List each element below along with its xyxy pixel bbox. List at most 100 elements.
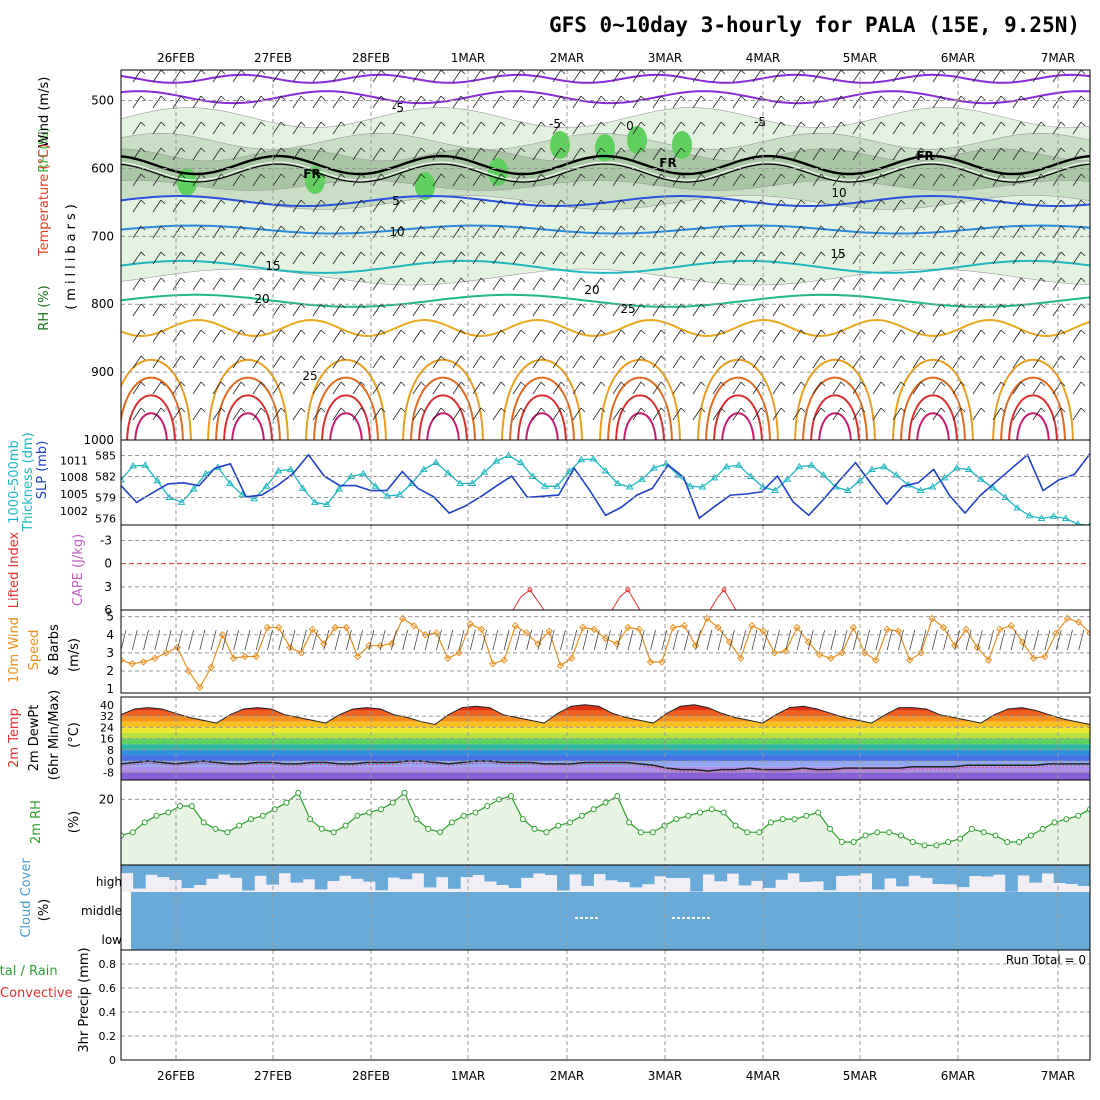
- wind-barb-flag: [1000, 147, 1006, 153]
- wind-barb: [832, 303, 842, 317]
- wind-barb: [652, 251, 662, 265]
- thickness-point: [468, 479, 477, 486]
- rh2m-point: [779, 816, 786, 823]
- wind-barb: [832, 121, 842, 135]
- wind-barb-flag: [620, 407, 626, 413]
- wind-barb: [312, 277, 322, 291]
- lifted-index-peak: [709, 589, 737, 610]
- wind-barb-flag: [1040, 251, 1046, 257]
- wind-barb: [1072, 407, 1082, 421]
- wind-barb-flag: [560, 277, 566, 283]
- thickness-point: [977, 475, 985, 482]
- wind-barb: [1032, 277, 1042, 291]
- wind-barb: [172, 381, 182, 395]
- wind-barb-flag: [1000, 121, 1006, 127]
- wind-barb: [312, 329, 322, 343]
- wind-barb: [132, 95, 142, 109]
- wind-barb: [592, 199, 602, 213]
- wind-barb-flag: [600, 121, 606, 127]
- wind-barb: [332, 407, 342, 421]
- wind-barb-flag: [800, 70, 806, 75]
- wind-barb: [512, 121, 522, 135]
- wind-barb-flag: [1060, 225, 1066, 231]
- wind-barb: [832, 407, 842, 421]
- wind-barb-flag: [480, 199, 486, 205]
- wind-barb: [1052, 381, 1062, 395]
- rh2m-point: [1051, 819, 1058, 826]
- wind-barb-flag: [140, 277, 146, 283]
- contour-label: FR: [659, 156, 676, 170]
- wind10-point: [737, 654, 745, 663]
- wind-barb-flag: [340, 70, 346, 75]
- wind-barb: [132, 303, 142, 317]
- wind-barb: [252, 70, 262, 83]
- wind-barb: [172, 277, 182, 291]
- thickness-point: [686, 482, 695, 489]
- wind-barb: [372, 147, 382, 161]
- wind-barb-flag: [880, 329, 886, 335]
- wind-barb-flag: [1000, 225, 1006, 231]
- wind-barb-flag: [1020, 199, 1026, 205]
- thickness-ylabel-2: Thickness (dm): [21, 432, 36, 532]
- wind10-point: [815, 651, 824, 659]
- wind-barb-flag: [240, 225, 246, 231]
- bottom-date-label: 1MAR: [451, 1069, 486, 1083]
- wind-barb-flag: [920, 381, 926, 387]
- wind-barb-flag: [340, 277, 346, 283]
- wind-barb-flag: [480, 329, 486, 335]
- wind-barb-flag: [460, 381, 466, 387]
- wind-barb: [652, 70, 662, 83]
- wind-barb-flag: [460, 199, 466, 205]
- isotherm-diurnal-loop: [818, 412, 852, 440]
- wind10-barb: [706, 629, 713, 651]
- wind-barb-flag: [860, 173, 866, 179]
- isotherm-diurnal-loop: [1016, 412, 1050, 440]
- wind-barb-flag: [820, 407, 826, 413]
- wind-barb-flag: [240, 95, 246, 101]
- wind-barb: [852, 199, 862, 213]
- wind-barb: [492, 329, 502, 343]
- wind-barb-flag: [140, 381, 146, 387]
- wind-barb: [712, 407, 722, 421]
- cloud-high-bar: [920, 865, 934, 878]
- wind-barb: [472, 251, 482, 265]
- wind-barb: [332, 199, 342, 213]
- wind-barb-flag: [720, 173, 726, 179]
- wind-barb-flag: [260, 381, 266, 387]
- cloud-high-bar: [726, 865, 740, 874]
- wind-barb-flag: [820, 329, 826, 335]
- wind10-barb: [909, 629, 916, 651]
- wind-barb-flag: [420, 355, 426, 361]
- wind-barb-flag: [640, 381, 646, 387]
- wind-barb-flag: [280, 381, 286, 387]
- wind-barb: [132, 381, 142, 395]
- wind-barb: [132, 225, 142, 239]
- wind-barb: [172, 355, 182, 369]
- wind-barb: [372, 407, 382, 421]
- wind-barb-flag: [860, 381, 866, 387]
- wind-barb: [572, 407, 582, 421]
- wind-barb-flag: [380, 329, 386, 335]
- wind-barb: [132, 70, 142, 83]
- wind-barb: [772, 277, 782, 291]
- wind-barb: [692, 329, 702, 343]
- isotherm-minus10: [121, 73, 1090, 84]
- wind-barb-flag: [580, 355, 586, 361]
- wind-barb: [772, 381, 782, 395]
- wind-barb-flag: [880, 70, 886, 75]
- wind10-point: [984, 656, 993, 664]
- wind-barb-flag: [800, 355, 806, 361]
- thickness-point: [492, 457, 501, 464]
- wind-barb-flag: [200, 407, 206, 413]
- wind-barb: [812, 303, 822, 317]
- wind-barb-flag: [480, 355, 486, 361]
- rh2m-point: [437, 829, 444, 836]
- cloud-high-bar: [980, 865, 994, 877]
- wind-barb-flag: [1020, 277, 1026, 283]
- wind-barb: [192, 70, 202, 83]
- wind-barb: [632, 70, 642, 83]
- wind-barb-flag: [860, 251, 866, 257]
- thickness-point: [771, 486, 779, 493]
- wind-barb-flag: [480, 121, 486, 127]
- thickness-point: [734, 461, 743, 468]
